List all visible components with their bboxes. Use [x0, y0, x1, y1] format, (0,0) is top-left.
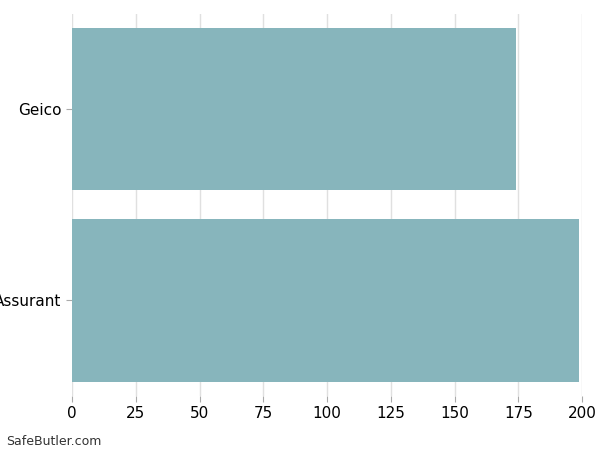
Bar	[72, 219, 580, 382]
Bar	[72, 28, 516, 190]
Text: SafeButler.com: SafeButler.com	[6, 435, 101, 448]
